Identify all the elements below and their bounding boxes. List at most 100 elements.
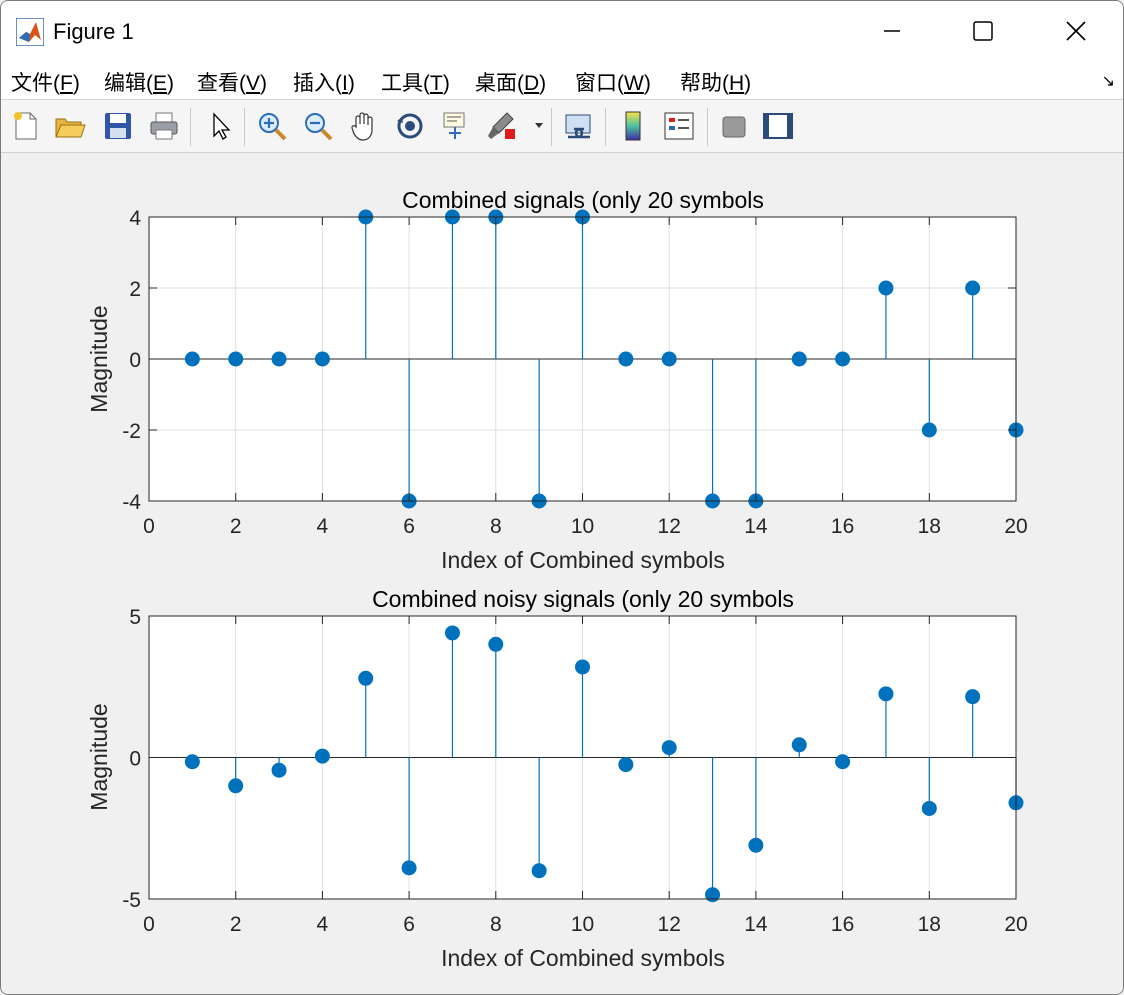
show-plot-tools-icon[interactable] xyxy=(761,109,795,143)
stem-marker xyxy=(358,670,374,686)
x-tick-label: 4 xyxy=(317,515,329,538)
brush-icon[interactable] xyxy=(485,109,519,143)
menu-file[interactable]: 文件(F) xyxy=(11,72,80,95)
stem-marker xyxy=(531,863,547,879)
colorbar-icon[interactable] xyxy=(616,109,650,143)
menu-insert[interactable]: 插入(I) xyxy=(293,72,355,95)
menu-bar: 文件(F) 编辑(E) 查看(V) 插入(I) 工具(T) 桌面(D) 窗口(W… xyxy=(1,61,1123,100)
axes-2-title: Combined noisy signals (only 20 symbols xyxy=(372,586,794,612)
stem-marker xyxy=(748,837,764,853)
stem-marker xyxy=(314,748,330,764)
y-tick-label: -4 xyxy=(122,491,141,514)
stem-marker xyxy=(271,351,287,367)
menu-window[interactable]: 窗口(W) xyxy=(575,72,651,95)
figure-toolbar xyxy=(1,100,1123,153)
close-button[interactable] xyxy=(1030,1,1122,61)
rotate-3d-icon[interactable] xyxy=(393,109,427,143)
stem-marker xyxy=(488,636,504,652)
y-tick-label: 0 xyxy=(129,748,141,771)
stem-marker xyxy=(184,351,200,367)
zoom-out-icon[interactable] xyxy=(301,109,335,143)
stem-marker xyxy=(575,659,590,675)
menu-view[interactable]: 查看(V) xyxy=(197,72,268,95)
toolbar-separator xyxy=(190,108,191,146)
pointer-icon[interactable] xyxy=(203,109,237,143)
maximize-icon xyxy=(973,21,993,41)
axes-2-xlabel: Index of Combined symbols xyxy=(441,945,725,971)
zoom-in-icon[interactable] xyxy=(255,109,289,143)
data-cursor-icon[interactable] xyxy=(439,109,473,143)
stem-marker xyxy=(661,740,677,756)
toolbar-separator xyxy=(605,108,606,146)
stem-marker xyxy=(618,757,634,773)
x-tick-label: 2 xyxy=(230,913,242,936)
minimize-icon xyxy=(884,30,900,32)
matlab-logo-icon xyxy=(16,18,44,46)
legend-icon[interactable] xyxy=(662,109,696,143)
brush-dropdown-icon[interactable] xyxy=(534,120,544,130)
x-tick-label: 8 xyxy=(490,913,502,936)
x-tick-label: 12 xyxy=(658,515,681,538)
stem-marker xyxy=(965,280,981,296)
axes-1-title: Combined signals (only 20 symbols xyxy=(402,187,764,213)
save-icon[interactable] xyxy=(101,109,135,143)
stem-marker xyxy=(921,422,937,438)
open-file-icon[interactable] xyxy=(53,109,87,143)
stem-marker xyxy=(878,686,894,702)
new-figure-icon[interactable] xyxy=(9,109,43,143)
x-tick-label: 0 xyxy=(143,515,155,538)
y-tick-label: 2 xyxy=(129,278,141,301)
y-tick-label: -2 xyxy=(122,420,141,443)
stem-marker xyxy=(228,351,244,367)
window-title: Figure 1 xyxy=(53,19,134,44)
stem-marker xyxy=(791,737,807,753)
stem-marker xyxy=(791,351,807,367)
link-plot-icon[interactable] xyxy=(562,109,596,143)
dock-arrow-icon[interactable]: ↘ xyxy=(1101,73,1115,90)
print-icon[interactable] xyxy=(147,109,181,143)
stem-marker xyxy=(228,778,244,794)
toolbar-separator xyxy=(551,108,552,146)
axes-1-ylabel: Magnitude xyxy=(86,305,112,412)
menu-tools[interactable]: 工具(T) xyxy=(381,72,450,95)
menu-desktop[interactable]: 桌面(D) xyxy=(475,72,547,95)
x-tick-label: 14 xyxy=(744,515,768,538)
y-tick-label: 4 xyxy=(129,207,141,230)
x-tick-label: 4 xyxy=(317,913,329,936)
axes-2[interactable]: 0 2 4 6 8 10 12 14 16 18 20-505 Combined noisy sig… xyxy=(86,586,1028,971)
stem-marker xyxy=(314,351,330,367)
stem-marker xyxy=(618,351,634,367)
axes-1-xlabel: Index of Combined symbols xyxy=(441,547,725,573)
axes-1[interactable]: 0 2 4 6 8 10 12 14 16 18 20 -4 -2 0 2 4 Combined signal… xyxy=(86,187,1028,573)
stem-marker xyxy=(878,280,894,296)
menu-help[interactable]: 帮助(H) xyxy=(680,72,752,95)
stem-marker xyxy=(271,762,287,778)
x-tick-label: 8 xyxy=(490,515,502,538)
pan-icon[interactable] xyxy=(347,109,381,143)
x-tick-label: 0 xyxy=(143,913,155,936)
axes-1-ticks: 0 2 4 6 8 10 12 14 16 18 20 -4 -2 0 2 4 xyxy=(122,207,1027,538)
stem-marker xyxy=(835,351,851,367)
axes-1-stems xyxy=(149,209,1024,509)
x-tick-label: 18 xyxy=(918,515,941,538)
figure-canvas: 0 2 4 6 8 10 12 14 16 18 20 -4 -2 0 2 4 Combined signal… xyxy=(1,153,1123,994)
x-tick-label: 2 xyxy=(230,515,242,538)
stem-marker xyxy=(444,625,460,641)
y-tick-label: 0 xyxy=(129,349,141,372)
minimize-button[interactable] xyxy=(846,1,938,61)
x-tick-label: 12 xyxy=(658,913,681,936)
hide-plot-tools-icon[interactable] xyxy=(717,109,751,143)
axes-2-ylabel: Magnitude xyxy=(86,703,112,810)
menu-edit[interactable]: 编辑(E) xyxy=(104,72,175,95)
toolbar-separator xyxy=(707,108,708,146)
y-tick-label: 5 xyxy=(129,606,141,629)
stem-marker xyxy=(921,800,937,816)
close-icon xyxy=(1066,21,1086,41)
x-tick-label: 10 xyxy=(571,913,594,936)
x-tick-label: 20 xyxy=(1004,515,1027,538)
stem-marker xyxy=(835,754,851,770)
x-tick-label: 18 xyxy=(918,913,941,936)
maximize-button[interactable] xyxy=(937,1,1029,61)
